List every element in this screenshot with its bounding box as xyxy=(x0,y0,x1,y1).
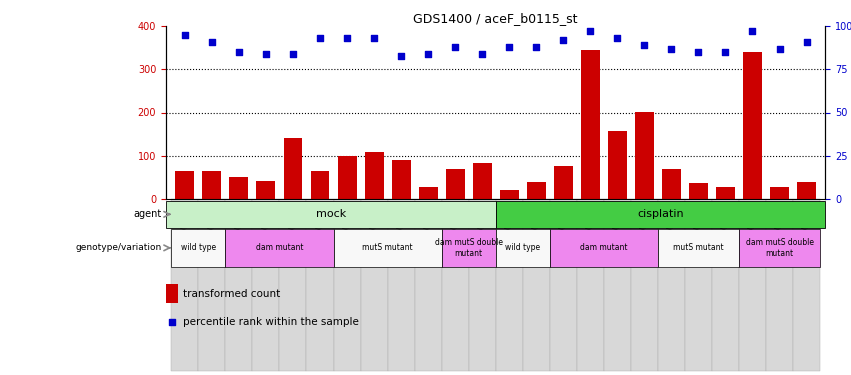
Text: genotype/variation: genotype/variation xyxy=(76,243,162,252)
Bar xyxy=(253,199,279,371)
Bar xyxy=(306,199,334,371)
Bar xyxy=(577,199,604,371)
Bar xyxy=(581,50,600,199)
Bar xyxy=(203,171,221,199)
Bar xyxy=(716,187,735,199)
Bar xyxy=(364,152,384,199)
Text: wild type: wild type xyxy=(180,243,216,252)
Point xyxy=(529,44,543,50)
Bar xyxy=(175,171,194,199)
Point xyxy=(165,319,179,325)
Point xyxy=(773,46,786,52)
Bar xyxy=(166,201,495,228)
Title: GDS1400 / aceF_b0115_st: GDS1400 / aceF_b0115_st xyxy=(414,12,578,25)
Point xyxy=(584,28,597,34)
Text: dam mutant: dam mutant xyxy=(255,243,303,252)
Bar xyxy=(226,229,334,267)
Point xyxy=(637,42,651,48)
Bar xyxy=(743,52,762,199)
Point xyxy=(745,28,759,34)
Bar xyxy=(361,199,387,371)
Bar xyxy=(334,229,442,267)
Text: cisplatin: cisplatin xyxy=(637,209,684,219)
Bar xyxy=(198,199,226,371)
Bar xyxy=(230,177,248,199)
Text: wild type: wild type xyxy=(505,243,540,252)
Bar xyxy=(311,171,329,199)
Bar xyxy=(662,169,681,199)
Bar xyxy=(766,199,793,371)
Bar xyxy=(739,229,820,267)
Bar xyxy=(171,199,198,371)
Bar xyxy=(496,229,550,267)
Text: mock: mock xyxy=(316,209,346,219)
Bar xyxy=(770,187,789,199)
Bar xyxy=(631,199,658,371)
Point xyxy=(448,44,462,50)
Point xyxy=(557,37,570,43)
Bar xyxy=(391,160,410,199)
Point xyxy=(232,49,246,55)
Text: agent: agent xyxy=(134,209,162,219)
Text: transformed count: transformed count xyxy=(183,289,280,298)
Point xyxy=(260,51,273,57)
Bar xyxy=(446,169,465,199)
Text: dam mutS double
mutant: dam mutS double mutant xyxy=(745,238,814,258)
Text: mutS mutant: mutS mutant xyxy=(673,243,723,252)
Bar xyxy=(658,199,685,371)
Bar xyxy=(685,199,712,371)
Bar xyxy=(442,229,495,267)
Bar xyxy=(414,199,442,371)
Point xyxy=(178,32,191,38)
Bar xyxy=(171,229,226,267)
Bar xyxy=(283,138,302,199)
Bar xyxy=(338,156,357,199)
Bar xyxy=(419,187,437,199)
Bar xyxy=(473,164,492,199)
Text: mutS mutant: mutS mutant xyxy=(363,243,413,252)
Bar xyxy=(712,199,739,371)
Bar xyxy=(496,201,825,228)
Bar xyxy=(500,190,518,199)
Bar xyxy=(387,199,414,371)
Bar xyxy=(496,199,523,371)
Bar xyxy=(527,182,545,199)
Bar xyxy=(635,112,654,199)
Bar xyxy=(550,229,658,267)
Point xyxy=(800,39,814,45)
Point xyxy=(313,35,327,41)
Bar xyxy=(226,199,253,371)
Point xyxy=(476,51,489,57)
Bar xyxy=(604,199,631,371)
Point xyxy=(340,35,354,41)
Bar xyxy=(739,199,766,371)
Bar xyxy=(793,199,820,371)
Bar xyxy=(658,229,739,267)
Text: dam mutant: dam mutant xyxy=(580,243,627,252)
Bar xyxy=(279,199,306,371)
Point xyxy=(394,53,408,58)
Bar xyxy=(334,199,361,371)
Point xyxy=(368,35,381,41)
Point xyxy=(286,51,300,57)
Point xyxy=(718,49,732,55)
Bar xyxy=(523,199,550,371)
Bar xyxy=(256,181,276,199)
Point xyxy=(421,51,435,57)
Bar xyxy=(469,199,495,371)
Bar xyxy=(442,199,469,371)
Text: dam mutS double
mutant: dam mutS double mutant xyxy=(435,238,503,258)
Point xyxy=(692,49,705,55)
Bar xyxy=(689,183,708,199)
Bar xyxy=(608,131,627,199)
Text: percentile rank within the sample: percentile rank within the sample xyxy=(183,317,359,327)
Point xyxy=(665,46,678,52)
Bar xyxy=(554,166,573,199)
Point xyxy=(502,44,516,50)
Point xyxy=(610,35,624,41)
Bar xyxy=(797,182,816,199)
Bar xyxy=(166,284,178,303)
Point xyxy=(205,39,219,45)
Bar xyxy=(550,199,577,371)
